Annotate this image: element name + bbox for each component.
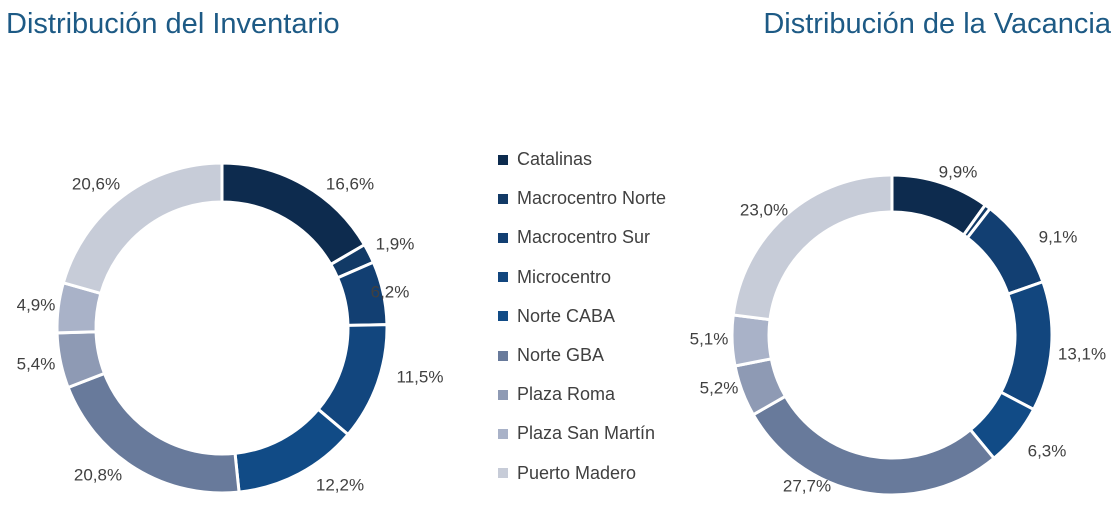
legend-swatch bbox=[498, 311, 508, 322]
data-label-norte-gba: 20,8% bbox=[74, 465, 122, 484]
legend-swatch bbox=[498, 428, 508, 439]
data-label-norte-gba: 27,7% bbox=[783, 476, 831, 495]
data-label-plaza-roma: 5,2% bbox=[700, 378, 739, 397]
legend-item-plaza-san-martin: Plaza San Martín bbox=[498, 414, 666, 453]
legend-item-plaza-roma: Plaza Roma bbox=[498, 375, 666, 414]
data-label-puerto-madero: 23,0% bbox=[740, 200, 788, 219]
legend-item-catalinas: Catalinas bbox=[498, 140, 666, 179]
legend-label: Macrocentro Norte bbox=[517, 188, 667, 209]
donut-slice-plaza-san-martin bbox=[730, 313, 774, 368]
data-label-plaza-san-martin: 5,1% bbox=[690, 329, 729, 348]
legend-swatch bbox=[498, 389, 508, 400]
legend-label: Macrocentro Sur bbox=[517, 227, 651, 248]
legend-label: Plaza Roma bbox=[517, 384, 616, 405]
legend-label: Norte CABA bbox=[517, 305, 616, 326]
data-label-microcentro: 13,1% bbox=[1058, 344, 1106, 363]
legend-label: Plaza San Martín bbox=[517, 423, 656, 444]
legend-item-norte-caba: Norte CABA bbox=[498, 297, 666, 336]
data-label-puerto-madero: 20,6% bbox=[72, 174, 120, 193]
legend-swatch bbox=[498, 272, 508, 283]
legend-swatch bbox=[498, 193, 508, 204]
data-label-microcentro: 11,5% bbox=[397, 367, 444, 386]
data-label-plaza-roma: 5,4% bbox=[17, 354, 56, 373]
donut-slice-microcentro bbox=[998, 279, 1054, 412]
data-label-catalinas: 16,6% bbox=[326, 174, 374, 193]
legend-item-microcentro: Microcentro bbox=[498, 258, 666, 297]
legend-item-norte-gba: Norte GBA bbox=[498, 336, 666, 375]
legend-label: Catalinas bbox=[517, 149, 593, 170]
data-label-norte-caba: 6,3% bbox=[1028, 441, 1067, 460]
data-label-norte-caba: 12,2% bbox=[316, 475, 364, 494]
donut-slice-puerto-madero bbox=[731, 173, 894, 322]
inventory-chart-title: Distribución del Inventario bbox=[6, 8, 340, 40]
donut-slice-macrocentro-sur bbox=[965, 206, 1045, 296]
donut-slice-puerto-madero bbox=[61, 161, 224, 296]
vacancy-chart-title: Distribución de la Vacancia bbox=[763, 8, 1111, 40]
legend-item-macrocentro-sur: Macrocentro Sur bbox=[498, 218, 666, 257]
legend-swatch bbox=[498, 154, 508, 165]
legend-label: Puerto Madero bbox=[517, 462, 637, 483]
legend-swatch bbox=[498, 468, 508, 479]
chart-legend: Catalinas Macrocentro Norte Macrocentro … bbox=[498, 140, 666, 493]
legend-swatch bbox=[498, 350, 508, 361]
legend-label: Microcentro bbox=[517, 266, 612, 287]
legend-label: Norte GBA bbox=[517, 345, 605, 366]
data-label-catalinas: 9,9% bbox=[939, 162, 978, 181]
legend-item-puerto-madero: Puerto Madero bbox=[498, 454, 666, 493]
data-label-macrocentro-norte: 1,9% bbox=[376, 234, 415, 253]
data-label-plaza-san-martin: 4,9% bbox=[17, 295, 56, 314]
data-label-macrocentro-sur: 9,1% bbox=[1039, 227, 1078, 246]
legend-swatch bbox=[498, 232, 508, 243]
legend-item-macrocentro-norte: Macrocentro Norte bbox=[498, 179, 666, 218]
data-label-macrocentro-sur: 6,2% bbox=[371, 282, 410, 301]
